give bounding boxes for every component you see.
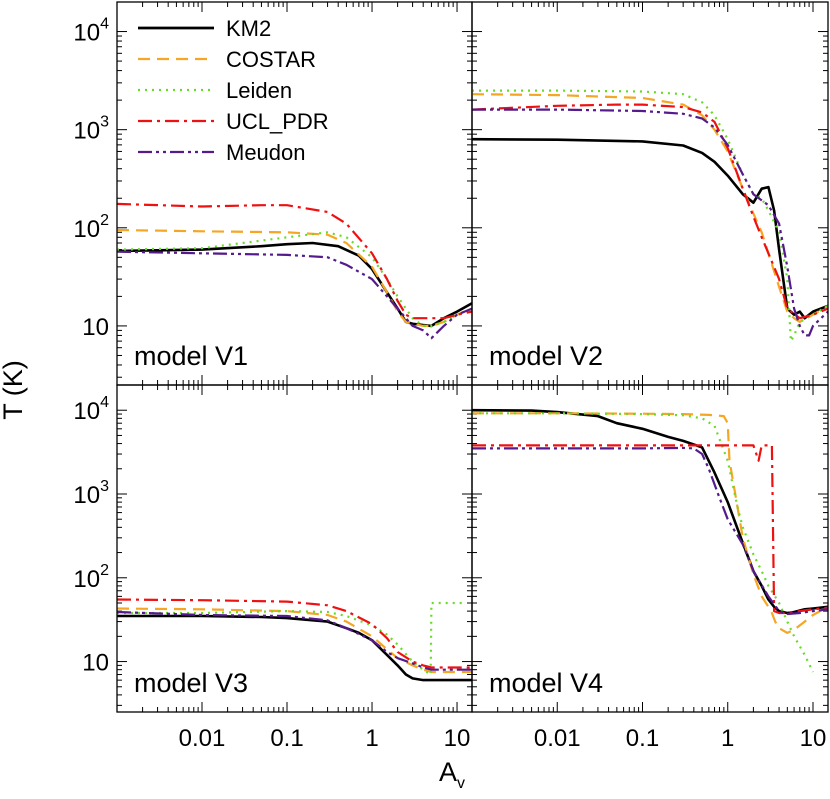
y-tick-label-exponent: 4 [100,16,109,33]
panel-label: model V4 [489,668,603,698]
y-tick-label: 102 [73,212,109,243]
y-tick-label-base: 10 [73,482,100,509]
y-tick-label: 102 [73,562,109,593]
legend-item: UCL_PDR [138,109,329,134]
x-axis-label: Av [439,757,465,792]
x-tick-label: 0.1 [626,725,659,752]
x-tick-label: 0.01 [179,725,226,752]
y-tick-label-base: 10 [73,118,100,145]
x-tick-label: 0.01 [534,725,581,752]
y-tick-label-base: 10 [73,216,100,243]
legend-item: Leiden [138,78,292,103]
panel-frame [471,1,829,386]
y-tick-label: 104 [73,394,109,425]
series-line-km2 [117,241,472,328]
series-line-meudon [472,446,828,616]
x-tick-label: 10 [800,725,827,752]
series-line-meudon [117,250,472,340]
y-tick-label: 103 [73,114,109,145]
y-tick-label-exponent: 3 [100,114,109,131]
y-tick-label: 10 [82,314,109,341]
y-axis-label: T (K) [0,360,28,420]
legend: KM2 COSTAR Leiden UCL_PDR Meudon [138,16,329,165]
series-line-ucl-pdr [472,444,828,615]
y-tick-label-base: 10 [73,566,100,593]
legend-label: Meudon [226,140,306,165]
series-line-ucl-pdr [472,103,828,320]
y-tick-label-exponent: 4 [100,394,109,411]
y-tick-label-base: 10 [73,20,100,47]
panel-label: model V2 [489,341,603,371]
x-tick-label: 10 [444,725,471,752]
y-tick-label-exponent: 2 [100,212,109,229]
series-line-km2 [117,614,472,682]
series-line-leiden [117,601,464,676]
legend-item: Meudon [138,140,306,165]
series-line-ucl-pdr [117,598,472,669]
legend-label: UCL_PDR [226,109,329,134]
y-tick-label: 104 [73,16,109,47]
y-tick-label: 103 [73,478,109,509]
x-axis-label-main: A [439,757,457,787]
panel-label: model V3 [134,668,248,698]
series-line-leiden [472,89,828,343]
series-line-costar [117,228,472,327]
series-line-leiden [117,231,472,327]
panel-2: model V2 [471,1,829,386]
legend-item: COSTAR [138,47,316,72]
x-tick-label: 1 [365,725,378,752]
legend-label: COSTAR [226,47,316,72]
series-line-meudon [117,610,472,671]
y-tick-label-exponent: 3 [100,478,109,495]
y-tick-label-base: 10 [73,398,100,425]
series-line-meudon [472,108,828,337]
y-tick-label-exponent: 2 [100,562,109,579]
panel-frame [471,384,829,713]
legend-label: Leiden [226,78,292,103]
series-line-leiden [472,412,814,673]
x-axis-label-subscript: v [457,775,465,792]
x-tick-label: 0.1 [270,725,303,752]
series-line-costar [472,93,828,323]
panel-frame [116,384,473,713]
panel-label: model V1 [134,341,248,371]
panel-4: model V4 0.01 0.1 1 10 [471,384,829,752]
legend-label: KM2 [226,16,271,41]
y-tick-label: 10 [82,650,109,677]
series-line-km2 [472,137,828,320]
x-tick-label: 1 [721,725,734,752]
legend-item: KM2 [138,16,271,41]
series-line-costar [472,412,828,634]
series-line-ucl-pdr [117,202,472,320]
